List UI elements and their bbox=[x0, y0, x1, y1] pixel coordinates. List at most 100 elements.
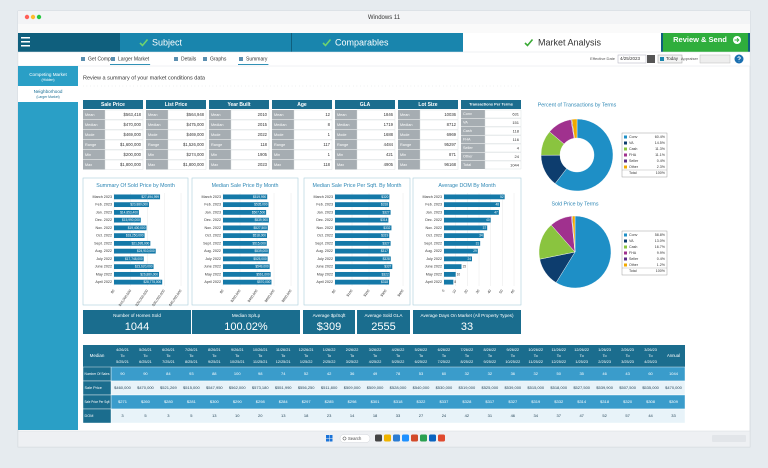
review-send-button[interactable] bbox=[663, 33, 748, 52]
summary-value: 1044 bbox=[125, 321, 149, 333]
legend-swatch bbox=[624, 239, 627, 243]
sidebar-item[interactable] bbox=[18, 69, 78, 85]
taskbar-app[interactable] bbox=[429, 434, 436, 442]
page-heading: Review a summary of your market conditio… bbox=[83, 75, 206, 81]
legend-swatch bbox=[624, 141, 627, 145]
toolbar-item[interactable]: Get Comps bbox=[88, 56, 114, 62]
taskbar-app[interactable] bbox=[411, 434, 418, 442]
search-box[interactable] bbox=[339, 434, 371, 443]
tab-label[interactable]: Market Analysis bbox=[538, 37, 602, 47]
data-label: $17,748,000 bbox=[125, 257, 143, 261]
stats-label-cell bbox=[146, 140, 168, 150]
stats-header bbox=[335, 100, 395, 109]
stats-header bbox=[83, 100, 143, 109]
taskbar-app[interactable] bbox=[384, 434, 391, 442]
data-label: $24,910,000 bbox=[137, 249, 155, 253]
taskbar-app[interactable] bbox=[375, 434, 382, 442]
column-to: 2/25/22 bbox=[323, 360, 336, 364]
y-tick-label: Aug. 2022 bbox=[95, 249, 112, 253]
sidebar-sub: (Larger Market) bbox=[36, 95, 59, 99]
stats-label-cell bbox=[83, 150, 105, 160]
table-cell: $290 bbox=[233, 399, 243, 404]
table-cell: $337 bbox=[439, 399, 449, 404]
summary-box bbox=[413, 310, 521, 334]
y-tick-label: June 2022 bbox=[425, 265, 442, 269]
y-tick-label: Jan. 2023 bbox=[205, 210, 221, 214]
data-label: $27,494,999 bbox=[141, 195, 159, 199]
data-label: $26,880,000 bbox=[140, 272, 158, 276]
toolbar-item[interactable]: Larger Market bbox=[118, 56, 150, 62]
stats-label-cell bbox=[83, 120, 105, 130]
tab-label[interactable]: Comparables bbox=[335, 37, 389, 47]
effective-date-label: Effective Date bbox=[590, 56, 616, 61]
sidebar-item-active[interactable] bbox=[18, 86, 78, 102]
stats-value-cell bbox=[419, 159, 459, 170]
window-control[interactable] bbox=[36, 14, 42, 20]
stats-value: $1,800,000 bbox=[120, 162, 142, 167]
stats-label-cell bbox=[209, 140, 231, 150]
calendar-button[interactable] bbox=[647, 55, 655, 63]
stats-value-cell bbox=[230, 139, 270, 150]
column-joiner: To bbox=[235, 354, 239, 358]
column-from: 8/26/22 bbox=[484, 348, 497, 352]
data-label: 37 bbox=[483, 226, 487, 230]
summary-box bbox=[357, 310, 410, 334]
legend-label: Other bbox=[629, 165, 639, 169]
terms-label-cell bbox=[461, 118, 485, 127]
stats-label-cell bbox=[398, 120, 420, 130]
x-tick-label: $300 bbox=[380, 289, 388, 298]
table-cell-annual: $470,000 bbox=[665, 385, 682, 390]
stats-row-label: Mode bbox=[274, 133, 284, 137]
legend-total-value: 100% bbox=[656, 171, 666, 175]
review-send-label[interactable]: Review & Send bbox=[673, 35, 727, 44]
sidebar-label: Competing Market bbox=[29, 72, 67, 77]
toolbar-item[interactable]: Summary bbox=[246, 56, 268, 62]
stats-value: $563,418 bbox=[124, 112, 142, 117]
toolbar-item[interactable]: Details bbox=[181, 56, 197, 62]
y-tick-label: April 2022 bbox=[204, 280, 221, 284]
legend-value: 13.0% bbox=[655, 239, 666, 243]
stats-row-label: Median bbox=[211, 123, 223, 127]
taskbar-app[interactable] bbox=[393, 434, 400, 442]
window-control[interactable] bbox=[24, 14, 30, 20]
taskbar-app[interactable] bbox=[402, 434, 409, 442]
x-tick-label: 10 bbox=[452, 289, 458, 295]
legend-label: VA bbox=[629, 239, 634, 243]
stats-label-cell bbox=[335, 110, 357, 120]
taskbar-app[interactable] bbox=[438, 434, 445, 442]
taskbar-app[interactable] bbox=[420, 434, 427, 442]
stats-row-label: Min bbox=[400, 153, 406, 157]
y-tick-label: Aug. 2022 bbox=[316, 249, 333, 253]
today-button[interactable] bbox=[657, 54, 683, 64]
table-cell: 52 bbox=[304, 371, 309, 376]
data-label: 47 bbox=[494, 210, 498, 214]
legend-value: 58.8% bbox=[655, 233, 666, 237]
legend-swatch bbox=[624, 165, 627, 169]
table-cell: 27 bbox=[419, 413, 424, 418]
legend-label: Seller bbox=[629, 257, 639, 261]
pie-slice bbox=[572, 215, 576, 253]
chart-title: Percent of Transactions by Terms bbox=[538, 102, 617, 108]
data-label: $327 bbox=[382, 241, 389, 245]
tab-label[interactable]: Subject bbox=[152, 37, 183, 47]
y-tick-label: Oct. 2022 bbox=[96, 234, 112, 238]
legend-value: 11.3% bbox=[655, 147, 666, 151]
toolbar-item[interactable]: Graphs bbox=[210, 56, 227, 62]
start-icon bbox=[329, 438, 333, 442]
today-label[interactable]: Today bbox=[666, 56, 679, 61]
appraiser-input[interactable] bbox=[699, 54, 731, 64]
search-label[interactable]: Search bbox=[348, 436, 362, 441]
tab[interactable] bbox=[292, 33, 463, 52]
check-icon bbox=[139, 38, 149, 47]
window-control[interactable] bbox=[30, 14, 36, 20]
table-cell: $556,250 bbox=[298, 385, 315, 390]
data-label: $327 bbox=[382, 210, 389, 214]
tab-active[interactable] bbox=[463, 33, 661, 52]
pie-slice bbox=[554, 118, 614, 192]
legend-swatch bbox=[624, 233, 627, 237]
terms-label-cell bbox=[461, 110, 485, 118]
date-input[interactable] bbox=[617, 54, 647, 64]
tab[interactable] bbox=[120, 33, 291, 52]
